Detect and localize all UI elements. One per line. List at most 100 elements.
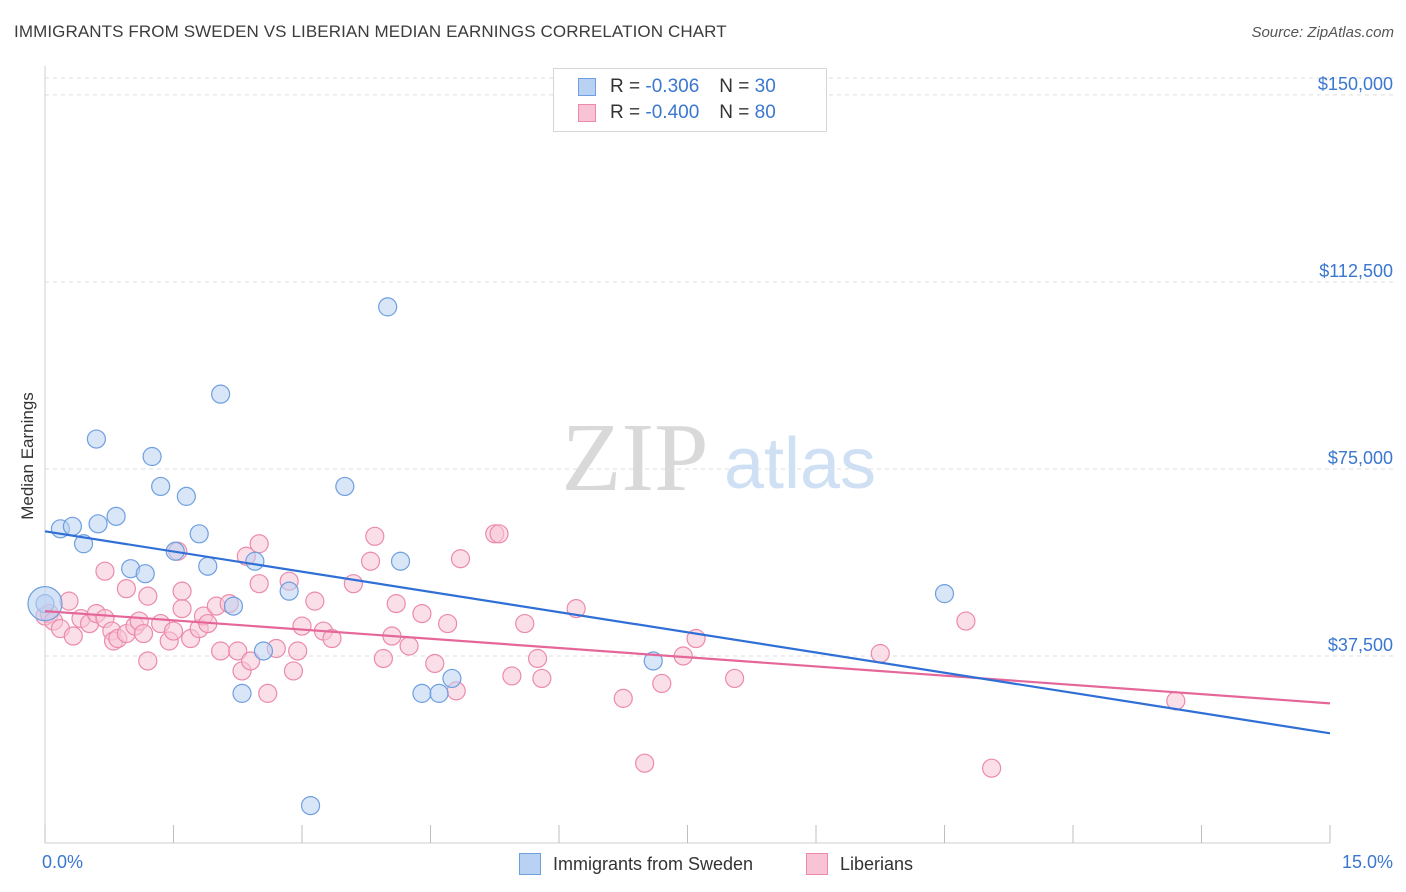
liberian-point <box>241 651 261 671</box>
liberian-point <box>652 673 672 694</box>
sweden-point <box>86 429 107 449</box>
sweden-point <box>151 476 171 497</box>
bottom-sweden-label: Immigrants from Sweden <box>553 853 754 874</box>
sweden-point <box>442 668 462 689</box>
liberian-point <box>283 661 304 681</box>
liberian-point <box>635 753 655 773</box>
axes <box>44 66 1331 844</box>
liberian-n-value: 80 <box>754 102 776 123</box>
sweden-r-label: R = <box>610 76 641 97</box>
liberian-point <box>502 666 522 686</box>
liberian-point <box>258 683 278 703</box>
liberian-point <box>438 613 458 634</box>
liberian-point <box>249 574 269 594</box>
liberian-point <box>527 648 548 669</box>
liberian-point <box>870 643 890 664</box>
liberian-point <box>360 551 381 571</box>
liberian-n-label: N = <box>719 102 750 123</box>
sweden-point <box>223 596 244 616</box>
sweden-point <box>88 514 108 534</box>
sweden-point <box>106 506 126 526</box>
y-tick-label: $37,500 <box>1328 635 1393 655</box>
sweden-point <box>335 476 355 497</box>
sweden-point <box>142 446 162 467</box>
sweden-point <box>198 556 218 576</box>
liberian-point <box>172 599 192 619</box>
liberian-point <box>133 623 154 644</box>
sweden-trend-line <box>44 530 1331 735</box>
sweden-point <box>934 584 955 604</box>
liberian-point <box>292 616 312 636</box>
source-credit: Source: ZipAtlas.com <box>1251 24 1394 41</box>
liberian-point <box>343 574 363 594</box>
liberian-point <box>515 613 535 634</box>
grid-lines <box>45 77 1395 657</box>
sweden-point <box>412 683 432 703</box>
liberian-r-label: R = <box>610 102 641 123</box>
sweden-swatch <box>578 78 596 96</box>
y-tick-label: $75,000 <box>1328 448 1393 468</box>
sweden-point-large <box>27 586 63 622</box>
liberian-point <box>138 651 158 671</box>
bottom-liberian-swatch <box>806 853 828 875</box>
trend-lines <box>44 530 1331 735</box>
liberian-point <box>386 594 406 614</box>
liberian-point <box>425 653 445 674</box>
liberian-point <box>956 611 976 631</box>
liberian-point <box>982 758 1002 778</box>
liberian-point <box>138 586 158 606</box>
liberian-point <box>613 688 633 708</box>
liberian-r-value: -0.400 <box>645 102 700 123</box>
sweden-point <box>232 683 252 703</box>
y-tick-labels: $37,500 $75,000 $112,500 $150,000 <box>1318 74 1393 655</box>
x-tick-max: 15.0% <box>1341 852 1393 872</box>
liberian-point <box>373 648 393 669</box>
liberian-point <box>249 534 269 554</box>
liberian-point <box>63 626 83 646</box>
sweden-point <box>73 534 94 554</box>
liberian-point <box>365 526 385 546</box>
liberian-point <box>95 561 115 581</box>
sweden-point <box>300 795 321 816</box>
liberian-point <box>322 628 342 649</box>
liberian-swatch <box>578 104 596 122</box>
liberian-point <box>59 591 79 611</box>
bottom-liberian-label: Liberians <box>840 853 914 874</box>
legend-row-sweden: R = -0.306 N = 30 <box>578 75 776 99</box>
chart-title: IMMIGRANTS FROM SWEDEN VS LIBERIAN MEDIA… <box>14 22 727 41</box>
y-tick-label: $150,000 <box>1318 74 1393 94</box>
sweden-point <box>189 524 209 544</box>
liberian-point <box>211 641 231 661</box>
sweden-point <box>429 683 449 703</box>
bottom-legend-sweden: Immigrants from Sweden <box>519 852 753 876</box>
liberian-point <box>228 641 248 661</box>
sweden-point <box>643 651 663 671</box>
liberian-trend-line <box>44 610 1331 705</box>
liberian-point <box>163 621 184 641</box>
watermark: ZIP atlas <box>562 404 877 512</box>
sweden-point <box>135 564 155 584</box>
sweden-point <box>211 384 231 404</box>
sweden-point <box>62 516 83 536</box>
sweden-point <box>176 486 196 506</box>
sweden-points <box>27 297 955 816</box>
sweden-r-value: -0.306 <box>645 76 700 97</box>
sweden-point <box>279 581 299 601</box>
liberian-point <box>532 668 552 689</box>
x-tick-min: 0.0% <box>42 852 84 872</box>
liberian-point <box>305 591 325 611</box>
sweden-n-label: N = <box>719 76 750 97</box>
liberian-point <box>172 581 192 601</box>
bottom-legend-liberians: Liberians <box>806 852 913 876</box>
sweden-point <box>245 551 265 571</box>
liberian-point <box>725 668 745 689</box>
watermark-zip: ZIP <box>562 404 709 512</box>
sweden-point <box>390 551 411 571</box>
liberian-point <box>399 636 419 656</box>
watermark-atlas: atlas <box>724 424 876 504</box>
sweden-point <box>378 297 398 317</box>
liberian-point <box>288 641 308 661</box>
bottom-sweden-swatch <box>519 853 541 875</box>
sweden-point <box>253 641 274 661</box>
